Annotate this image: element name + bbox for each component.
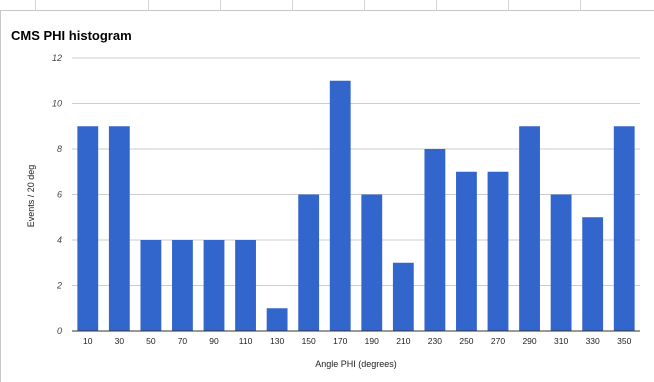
x-tick-label: 30 <box>115 336 125 346</box>
bar-250[interactable] <box>456 171 477 331</box>
y-tick-label: 8 <box>57 144 62 154</box>
x-tick-label: 290 <box>522 336 536 346</box>
y-tick-label: 10 <box>52 99 62 109</box>
y-tick-label: 6 <box>57 190 62 200</box>
axes: 0 2 4 6 8 10 12 10 30 50 70 90 110 130 150 170 190 210 230… <box>52 53 640 346</box>
bar-30[interactable] <box>108 126 130 331</box>
x-tick-label: 10 <box>83 336 93 346</box>
bar-150[interactable] <box>298 194 320 332</box>
bar-50[interactable] <box>140 240 162 331</box>
gridlines <box>72 57 640 286</box>
column-divider <box>364 0 365 10</box>
column-divider <box>580 0 581 10</box>
chart-title: CMS PHI histogram <box>11 28 132 43</box>
spreadsheet-header-strip <box>0 0 654 11</box>
x-tick-label: 210 <box>396 336 410 346</box>
bar-290[interactable] <box>519 126 540 331</box>
bar-110[interactable] <box>235 240 256 331</box>
column-divider <box>148 0 149 10</box>
x-tick-label: 170 <box>333 336 347 346</box>
x-tick-label: 110 <box>239 336 253 346</box>
column-divider <box>35 0 36 10</box>
bar-170[interactable] <box>329 80 351 331</box>
x-tick-label: 70 <box>178 336 188 346</box>
x-tick-label: 270 <box>491 336 505 346</box>
x-tick-label: 150 <box>302 336 316 346</box>
x-tick-label: 330 <box>586 336 600 346</box>
bar-series <box>77 80 635 332</box>
x-tick-label: 90 <box>209 336 219 346</box>
bar-330[interactable] <box>582 217 604 331</box>
y-tick-label: 4 <box>57 235 62 245</box>
x-tick-label: 310 <box>554 336 568 346</box>
bar-230[interactable] <box>424 149 446 331</box>
column-divider <box>508 0 509 10</box>
x-tick-label: 130 <box>270 336 284 346</box>
x-tick-label: 50 <box>146 336 156 346</box>
bar-210[interactable] <box>392 262 414 331</box>
y-tick-label: 12 <box>52 53 62 63</box>
x-axis-label: Angle PHI (degrees) <box>315 359 397 369</box>
bar-10[interactable] <box>77 126 99 331</box>
x-tick-label: 250 <box>459 336 473 346</box>
bar-270[interactable] <box>487 171 509 331</box>
y-tick-label: 0 <box>57 326 62 336</box>
x-tick-label: 190 <box>365 336 379 346</box>
column-divider <box>220 0 221 10</box>
bar-70[interactable] <box>172 240 193 331</box>
x-tick-label: 230 <box>428 336 442 346</box>
bar-310[interactable] <box>550 194 572 332</box>
sheet-left-border <box>0 10 1 382</box>
bar-350[interactable] <box>613 126 635 331</box>
x-tick-label: 350 <box>617 336 631 346</box>
y-tick-label: 2 <box>56 281 62 291</box>
column-divider <box>436 0 437 10</box>
bar-190[interactable] <box>361 194 383 332</box>
bar-90[interactable] <box>203 240 225 331</box>
column-divider <box>292 0 293 10</box>
y-axis-label: Events / 20 deg <box>26 165 36 228</box>
bar-130[interactable] <box>266 308 288 331</box>
